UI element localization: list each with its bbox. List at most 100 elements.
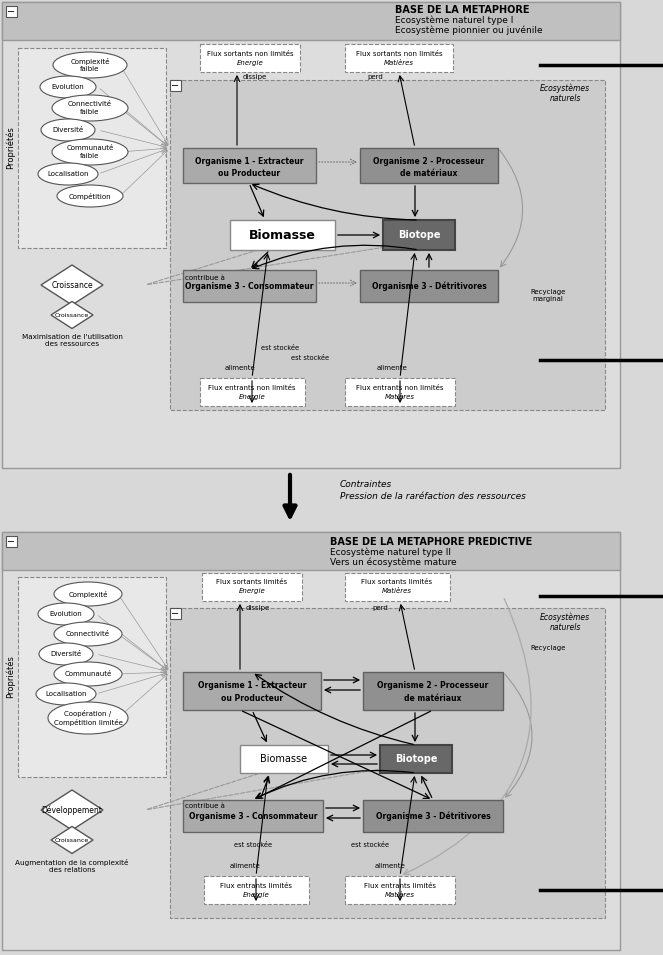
Text: Coopération /
Compétition limitée: Coopération / Compétition limitée: [54, 711, 123, 726]
Bar: [183, 148, 316, 183]
Text: dissipe: dissipe: [243, 74, 267, 80]
Ellipse shape: [38, 163, 98, 185]
Bar: [380, 745, 452, 773]
Text: Communauté
faible: Communauté faible: [66, 145, 113, 159]
Text: Contraintes: Contraintes: [340, 479, 392, 489]
Polygon shape: [41, 265, 103, 305]
Bar: [2, 532, 620, 570]
Ellipse shape: [39, 643, 93, 665]
Ellipse shape: [40, 76, 96, 98]
Text: alimente: alimente: [229, 863, 261, 869]
Text: Pression de la raréfaction des ressources: Pression de la raréfaction des ressource…: [340, 492, 526, 500]
Text: alimente: alimente: [377, 365, 407, 371]
Text: −: −: [172, 80, 180, 91]
Text: Flux sortants limités: Flux sortants limités: [216, 579, 288, 585]
Text: Energie: Energie: [239, 588, 265, 594]
Ellipse shape: [41, 119, 95, 141]
Text: Flux sortants non limités: Flux sortants non limités: [207, 51, 293, 57]
Text: Ecosystème pionnier ou juvénile: Ecosystème pionnier ou juvénile: [395, 25, 542, 34]
Bar: [345, 44, 453, 72]
Text: Recyclage
marginal: Recyclage marginal: [530, 288, 566, 302]
Ellipse shape: [52, 95, 128, 121]
Ellipse shape: [38, 603, 94, 625]
Text: Matières: Matières: [384, 60, 414, 66]
Text: Diversité: Diversité: [52, 127, 84, 133]
Text: Flux sortants limités: Flux sortants limités: [361, 579, 432, 585]
Text: est stockée: est stockée: [351, 842, 389, 848]
Text: Organisme 3 - Consommateur: Organisme 3 - Consommateur: [189, 812, 318, 820]
Text: −: −: [7, 7, 15, 16]
Text: Flux entrants limités: Flux entrants limités: [364, 883, 436, 889]
Text: Biomasse: Biomasse: [249, 228, 316, 242]
Text: Recyclage: Recyclage: [530, 645, 566, 651]
Text: Propriétés: Propriétés: [5, 127, 15, 169]
Text: Matières: Matières: [382, 588, 412, 594]
Text: Croissance: Croissance: [51, 281, 93, 289]
Text: BASE DE LA METAPHORE: BASE DE LA METAPHORE: [395, 5, 530, 15]
Text: contribue à: contribue à: [185, 275, 225, 281]
Text: Organisme 3 - Détritivores: Organisme 3 - Détritivores: [372, 282, 487, 290]
Polygon shape: [41, 790, 103, 830]
Bar: [202, 573, 302, 601]
Text: Matières: Matières: [385, 394, 415, 400]
Text: Croissance: Croissance: [55, 312, 89, 317]
Text: −: −: [172, 608, 180, 619]
Polygon shape: [51, 302, 93, 329]
Text: Propriétés: Propriétés: [5, 655, 15, 698]
Text: Diversité: Diversité: [50, 651, 82, 657]
Text: Flux entrants non limités: Flux entrants non limités: [208, 385, 296, 391]
Bar: [230, 220, 335, 250]
Ellipse shape: [54, 582, 122, 606]
Bar: [345, 573, 450, 601]
Ellipse shape: [53, 52, 127, 78]
Bar: [170, 608, 181, 619]
Text: de matériaux: de matériaux: [404, 693, 461, 703]
Text: Augmentation de la complexité
des relations: Augmentation de la complexité des relati…: [15, 859, 129, 873]
Text: Développement: Développement: [42, 805, 103, 815]
Ellipse shape: [57, 185, 123, 207]
Text: Complexité
faible: Complexité faible: [70, 58, 109, 72]
Text: perd: perd: [372, 605, 388, 611]
Text: −: −: [7, 537, 15, 546]
Text: est stockée: est stockée: [234, 842, 272, 848]
Bar: [6, 536, 17, 547]
Text: Maximisation de l'utilisation
des ressources: Maximisation de l'utilisation des ressou…: [22, 333, 123, 347]
Ellipse shape: [52, 139, 128, 165]
Bar: [170, 80, 181, 91]
Bar: [240, 745, 328, 773]
Text: Matières: Matières: [385, 892, 415, 898]
Text: dissipe: dissipe: [246, 605, 270, 611]
Bar: [18, 577, 166, 777]
Bar: [183, 800, 323, 832]
Text: est stockée: est stockée: [261, 345, 299, 351]
Text: Connectivité
faible: Connectivité faible: [68, 101, 112, 115]
Bar: [2, 2, 620, 468]
Bar: [183, 672, 321, 710]
Text: perd: perd: [367, 74, 383, 80]
Bar: [170, 80, 605, 410]
Text: Localisation: Localisation: [45, 691, 87, 697]
Text: Ecosystème naturel type II: Ecosystème naturel type II: [330, 547, 451, 557]
Text: Connectivité: Connectivité: [66, 631, 110, 637]
Text: Biotope: Biotope: [398, 230, 440, 240]
Text: Biomasse: Biomasse: [261, 754, 308, 764]
Bar: [363, 672, 503, 710]
Bar: [360, 270, 498, 302]
Text: Organisme 3 - Consommateur: Organisme 3 - Consommateur: [185, 282, 313, 290]
Text: Organisme 1 - Extracteur: Organisme 1 - Extracteur: [198, 681, 306, 690]
Bar: [200, 44, 300, 72]
Text: alimente: alimente: [375, 863, 405, 869]
Text: Ecosystèmes
naturels: Ecosystèmes naturels: [540, 83, 590, 103]
Bar: [170, 608, 605, 918]
Text: Organisme 2 - Processeur: Organisme 2 - Processeur: [373, 157, 485, 165]
Text: Vers un écosystème mature: Vers un écosystème mature: [330, 558, 457, 566]
Bar: [204, 876, 309, 904]
Text: contribue à: contribue à: [185, 803, 225, 809]
Text: Flux sortants non limités: Flux sortants non limités: [355, 51, 442, 57]
Text: Energie: Energie: [237, 60, 263, 66]
Ellipse shape: [48, 702, 128, 734]
Bar: [6, 6, 17, 17]
Bar: [2, 2, 620, 40]
Text: de matériaux: de matériaux: [400, 169, 457, 179]
Text: Evolution: Evolution: [50, 611, 82, 617]
